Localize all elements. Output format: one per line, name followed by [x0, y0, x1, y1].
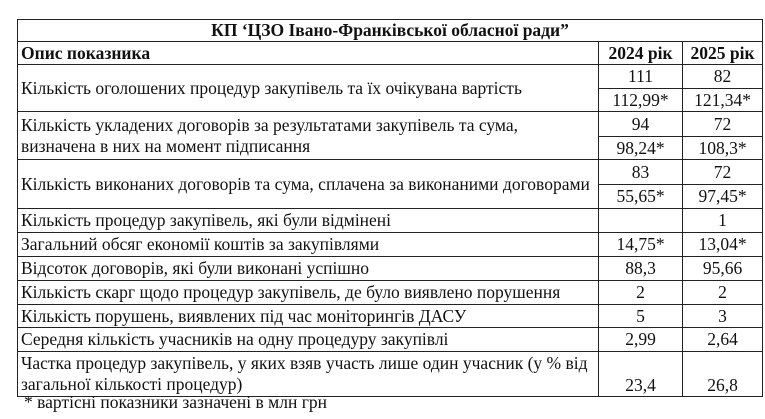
cell-2025: 72 — [681, 159, 764, 185]
table-row: Частка процедур закупівель, у яких взяв … — [17, 351, 764, 397]
footnote: * вартісні показники зазначені в млн грн — [24, 392, 328, 412]
cell-2024: 98,24* — [598, 136, 683, 160]
cell-2024: 14,75* — [598, 232, 683, 257]
cell-2025: 13,04* — [681, 232, 764, 257]
cell-2024: 112,99* — [598, 88, 683, 112]
header-2025: 2025 рік — [681, 41, 764, 65]
row-label: Кількість скарг щодо процедур закупівель… — [17, 280, 599, 305]
cell-2024: 55,65* — [598, 184, 683, 209]
cell-2024: 5 — [598, 304, 683, 328]
table-row: Середня кількість учасників на одну проц… — [17, 327, 764, 352]
table-row: Кількість порушень, виявлених під час мо… — [17, 304, 764, 328]
cell-2025: 2 — [681, 280, 764, 305]
row-label: Кількість укладених договорів за результ… — [17, 111, 599, 160]
row-label: Загальний обсяг економії коштів за закуп… — [17, 232, 599, 257]
table-row: Загальний обсяг економії коштів за закуп… — [17, 232, 764, 257]
row-label: Кількість процедур закупівель, які були … — [17, 208, 599, 233]
procurement-table: КП ‘ЦЗО Івано-Франківської обласної ради… — [16, 19, 764, 397]
cell-2024: 83 — [598, 159, 683, 185]
table-row: Кількість укладених договорів за результ… — [17, 111, 764, 160]
cell-2025: 3 — [681, 304, 764, 328]
cell-2024 — [598, 208, 683, 233]
table-row: Кількість скарг щодо процедур закупівель… — [17, 280, 764, 305]
row-label: Відсоток договорів, які були виконані ус… — [17, 256, 599, 281]
cell-2025: 2,64 — [681, 327, 764, 352]
row-label: Частка процедур закупівель, у яких взяв … — [17, 351, 599, 397]
cell-2024: 88,3 — [598, 256, 683, 281]
cell-2025: 97,45* — [681, 184, 764, 209]
row-label: Кількість виконаних договорів та сума, с… — [17, 159, 599, 209]
table-title: КП ‘ЦЗО Івано-Франківської обласної ради… — [16, 19, 764, 42]
table-row: Відсоток договорів, які були виконані ус… — [17, 256, 764, 281]
table-row: Кількість процедур закупівель, які були … — [17, 208, 764, 233]
cell-2025: 95,66 — [681, 256, 764, 281]
cell-2024: 23,4 — [598, 351, 683, 397]
cell-2024: 2,99 — [598, 327, 683, 352]
cell-2025: 72 — [681, 111, 764, 137]
table-row: Кількість виконаних договорів та сума, с… — [17, 159, 764, 209]
header-2024: 2024 рік — [598, 41, 683, 65]
table-row: Кількість оголошених процедур закупівель… — [17, 64, 764, 112]
cell-2025: 82 — [681, 64, 764, 89]
row-label: Кількість оголошених процедур закупівель… — [17, 64, 599, 112]
cell-2024: 2 — [598, 280, 683, 305]
cell-2024: 94 — [598, 111, 683, 137]
cell-2025: 1 — [681, 208, 764, 233]
row-label: Кількість порушень, виявлених під час мо… — [17, 304, 599, 328]
cell-2025: 26,8 — [681, 351, 764, 397]
cell-2024: 111 — [598, 64, 683, 89]
cell-2025: 108,3* — [681, 136, 764, 160]
row-label: Середня кількість учасників на одну проц… — [17, 327, 599, 352]
cell-2025: 121,34* — [681, 88, 764, 112]
header-description: Опис показника — [17, 41, 599, 65]
